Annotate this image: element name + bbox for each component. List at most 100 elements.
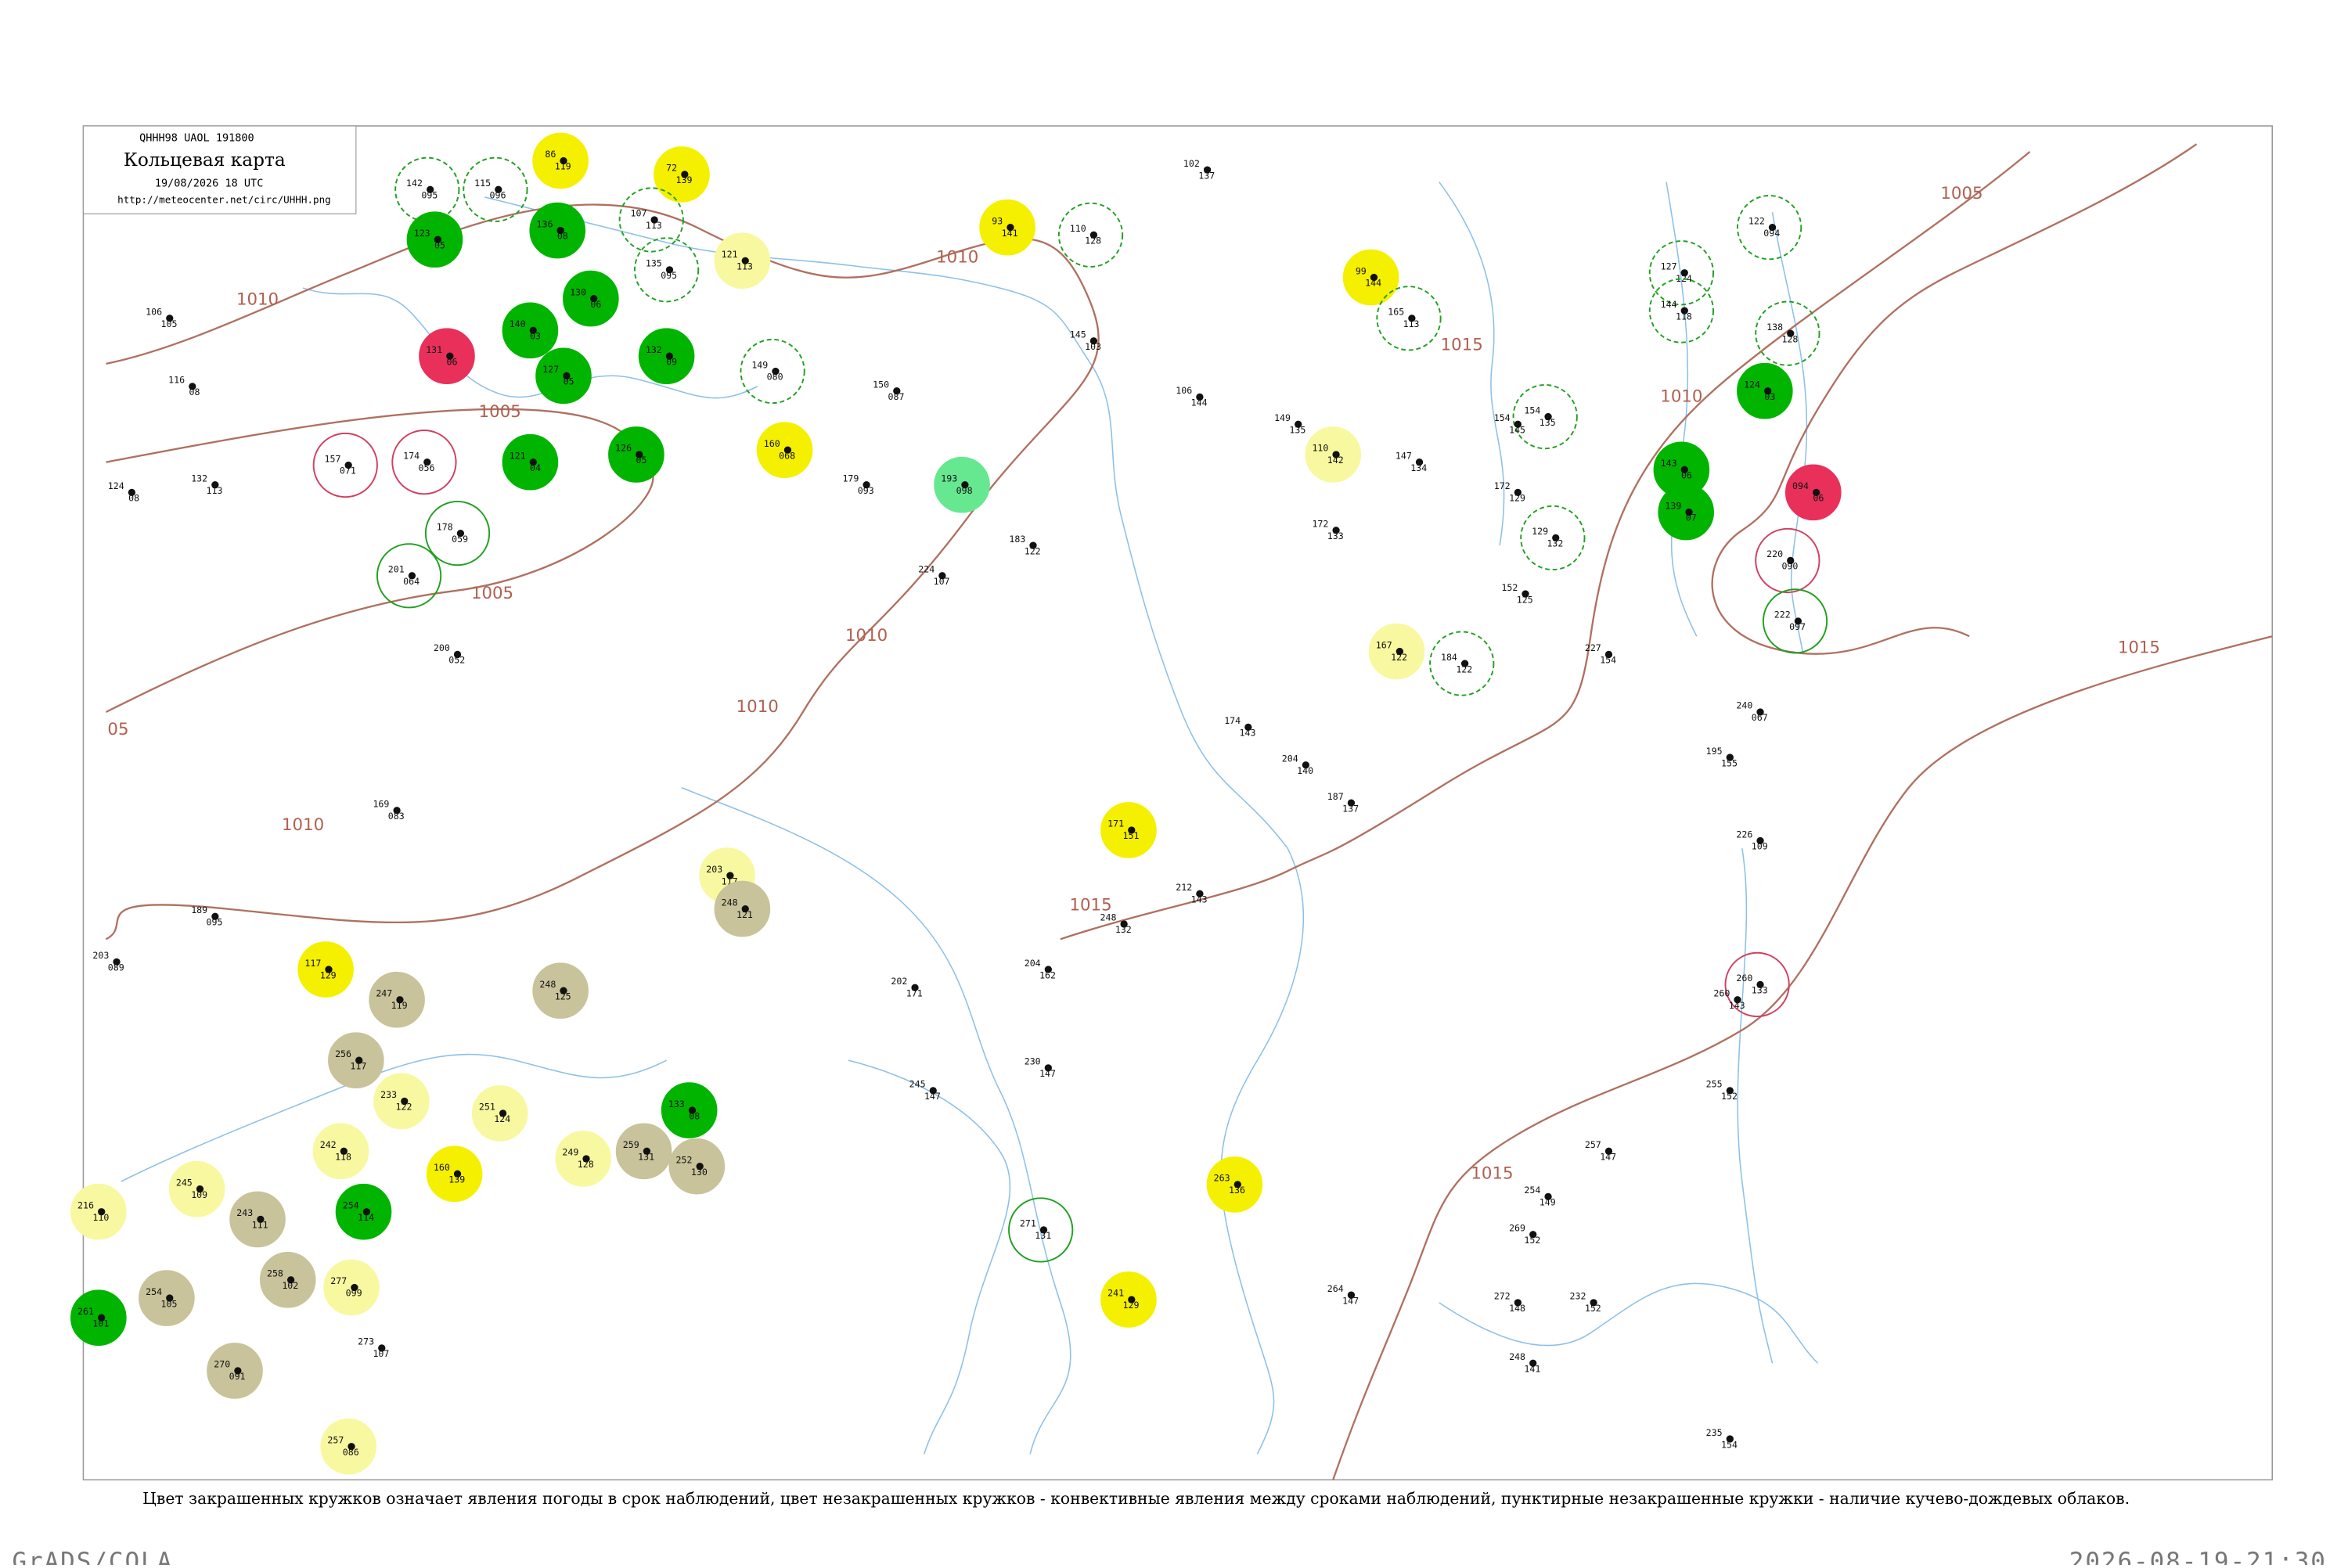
station-dot [355, 1056, 363, 1064]
station-dot [128, 488, 136, 496]
station-value: 080 [767, 372, 783, 383]
station-dot [1726, 753, 1734, 761]
isobar-label: 1005 [479, 402, 521, 422]
station-dot [166, 315, 174, 322]
station-dot [1370, 273, 1378, 282]
station-value: 101 [92, 1318, 109, 1329]
station-value: 091 [229, 1371, 246, 1382]
station-value: 052 [448, 655, 465, 666]
station-value: 127 [1661, 261, 1677, 272]
station-value: 204 [1282, 753, 1298, 764]
station-value: 110 [1312, 443, 1328, 454]
station-dot [1347, 1291, 1356, 1299]
isobar-label: 1015 [2118, 638, 2160, 658]
station-dot [1128, 826, 1136, 834]
station-value: 257 [1585, 1139, 1601, 1150]
station-value: 189 [191, 904, 207, 915]
station-ring [1512, 383, 1578, 450]
station-value: 233 [380, 1089, 397, 1100]
station-value: 131 [1035, 1230, 1051, 1241]
station-value: 183 [1009, 534, 1025, 545]
station-ring [1648, 240, 1714, 306]
station-value: 154 [1494, 412, 1511, 423]
isobar-label: 1015 [1441, 336, 1483, 355]
station-value: 133 [1752, 985, 1768, 996]
station-value: 154 [1524, 405, 1540, 415]
station-value: 248 [1100, 912, 1116, 923]
station-value: 095 [207, 917, 223, 928]
station-value: 059 [452, 534, 468, 545]
station-value: 132 [191, 473, 207, 484]
station-value: 171 [1107, 818, 1124, 829]
station-value: 260 [1736, 973, 1752, 984]
station-value: 147 [1039, 1068, 1056, 1079]
station-value: 152 [1721, 1091, 1738, 1102]
station-value: 125 [555, 991, 571, 1002]
station-value: 270 [214, 1359, 230, 1370]
station-dot [1680, 269, 1688, 277]
station-ring [463, 156, 528, 222]
station-value: 119 [391, 1000, 408, 1011]
station-value: 127 [542, 364, 559, 375]
header-code: QHHH98 UAOL 191800 [139, 131, 254, 144]
station-dot [938, 572, 946, 580]
isobar-label: 1010 [1660, 387, 1702, 406]
station-dot [1196, 393, 1204, 401]
station-dot [529, 326, 537, 334]
station-value: 119 [555, 161, 571, 172]
station-value: 232 [1569, 1291, 1586, 1302]
station-value: 132 [646, 344, 662, 355]
station-value: 150 [873, 379, 889, 390]
station-dot [560, 987, 567, 994]
station-ring [376, 543, 442, 609]
station-value: 145 [1509, 425, 1525, 436]
station-value: 109 [1752, 841, 1768, 852]
station-value: 257 [327, 1434, 344, 1445]
station-value: 184 [1441, 652, 1457, 663]
station-value: 254 [146, 1286, 162, 1297]
station-value: 149 [1274, 412, 1291, 423]
station-dot [741, 257, 749, 264]
station-value: 135 [1540, 417, 1556, 428]
station-dot [1787, 329, 1795, 337]
station-dot [1590, 1299, 1597, 1307]
station-value: 124 [494, 1113, 510, 1124]
isobar-label: 05 [107, 720, 128, 739]
station-value: 110 [1070, 223, 1086, 234]
station-dot [1044, 1064, 1052, 1072]
header-date: 19/08/2026 18 UTC [155, 178, 264, 190]
rivers [121, 182, 1819, 1455]
isobar-label: 1010 [936, 247, 978, 267]
station-ring [1737, 195, 1802, 261]
header-title: Кольцевая карта [124, 149, 286, 171]
station-dot [1756, 980, 1764, 989]
map-frame [82, 125, 2273, 1481]
station-value: 152 [1585, 1303, 1601, 1314]
station-value: 86 [545, 149, 556, 160]
station-value: 137 [1342, 803, 1359, 814]
station-dot [1408, 315, 1416, 322]
